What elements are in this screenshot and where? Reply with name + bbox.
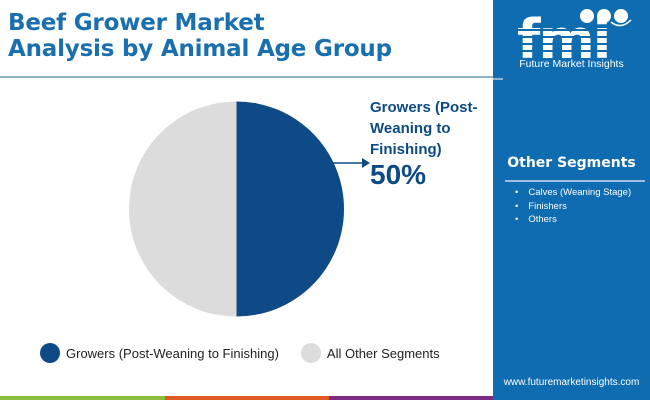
segments-divider <box>505 180 645 182</box>
legend-item-growers: Growers (Post-Weaning to Finishing) <box>40 343 279 363</box>
callout-line-1: Growers (Post- <box>370 99 478 116</box>
title-divider <box>0 76 493 78</box>
callout-line-3: Finishing) <box>370 141 442 158</box>
title-line-2: Analysis by Animal Age Group <box>8 36 392 62</box>
logo-subtitle: Future Market Insights <box>519 58 624 70</box>
segment-item: Finishers <box>515 200 631 214</box>
callout-label: Growers (Post- Weaning to Finishing) 50% <box>370 97 478 190</box>
chart-area: Beef Grower Market Analysis by Animal Ag… <box>0 10 493 363</box>
sidebar-divider <box>493 78 503 80</box>
other-segments-list: Calves (Weaning Stage) Finishers Others <box>515 186 631 227</box>
callout-arrow-icon <box>332 158 370 168</box>
legend-label: All Other Segments <box>326 345 440 361</box>
pie-chart <box>129 101 344 317</box>
callout-value: 50% <box>370 159 427 190</box>
callout-line-2: Weaning to <box>370 120 451 137</box>
legend-item-other: All Other Segments <box>300 343 440 363</box>
footer-bar-purple <box>329 396 493 400</box>
segment-item: Others <box>515 213 631 227</box>
footer-bar-green <box>0 396 165 400</box>
legend-label: Growers (Post-Weaning to Finishing) <box>66 345 279 361</box>
pie-slice-other <box>129 101 237 317</box>
pie-slice-growers <box>236 101 344 317</box>
website-url: www.futuremarketinsights.com <box>503 377 640 388</box>
title-line-1: Beef Grower Market <box>8 10 265 36</box>
fmi-logo-icon: fmi <box>515 8 633 68</box>
legend-swatch-growers <box>40 343 60 363</box>
sidebar: fmi Future Market Insights Other Segment… <box>493 0 650 400</box>
chart-title: Beef Grower Market Analysis by Animal Ag… <box>8 10 392 62</box>
footer-bar-orange <box>165 396 329 400</box>
legend: Growers (Post-Weaning to Finishing) All … <box>40 343 462 363</box>
legend-swatch-other <box>300 343 321 363</box>
segment-item: Calves (Weaning Stage) <box>515 186 631 200</box>
other-segments-title: Other Segments <box>507 155 636 171</box>
